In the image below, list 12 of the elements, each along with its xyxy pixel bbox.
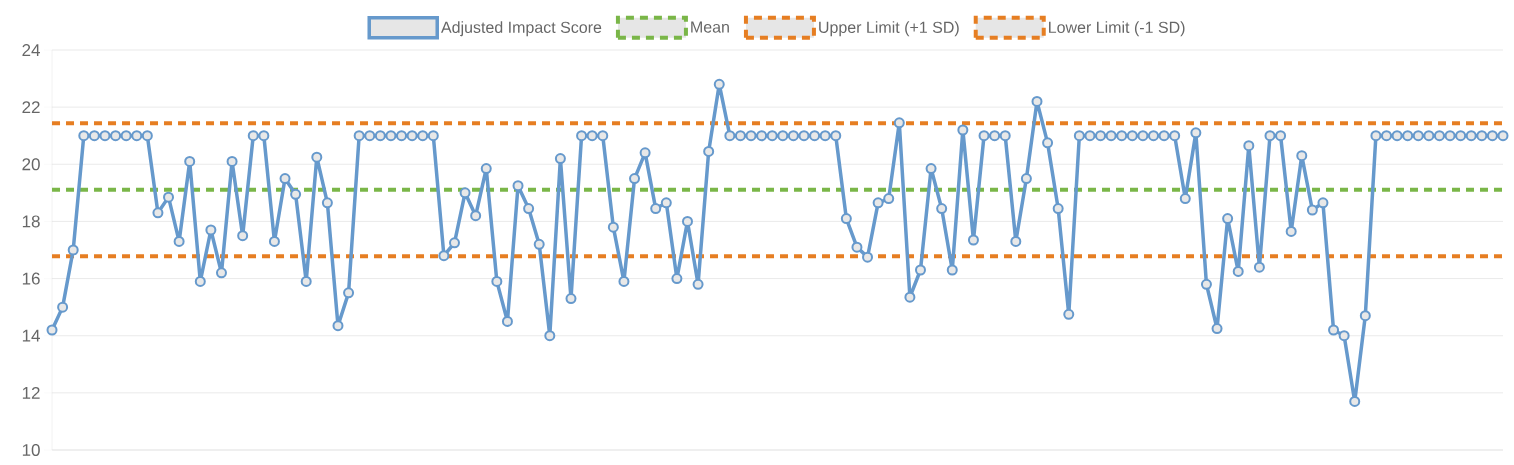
y-tick-label: 18 (22, 215, 40, 228)
y-tick-label: 12 (22, 386, 40, 399)
legend-label: Mean (691, 21, 729, 33)
y-tick-label: 16 (22, 272, 40, 285)
y-tick-label: 24 (22, 44, 40, 57)
y-tick-label: 14 (22, 329, 40, 342)
y-tick-label: 10 (22, 444, 40, 457)
legend-label: Upper Limit (+1 SD) (819, 21, 959, 37)
legend-label: Lower Limit (-1 SD) (1049, 21, 1185, 37)
y-tick-label: 22 (22, 101, 40, 114)
legend-label: Adjusted Impact Score (441, 21, 602, 37)
y-tick-label: 20 (22, 158, 40, 171)
